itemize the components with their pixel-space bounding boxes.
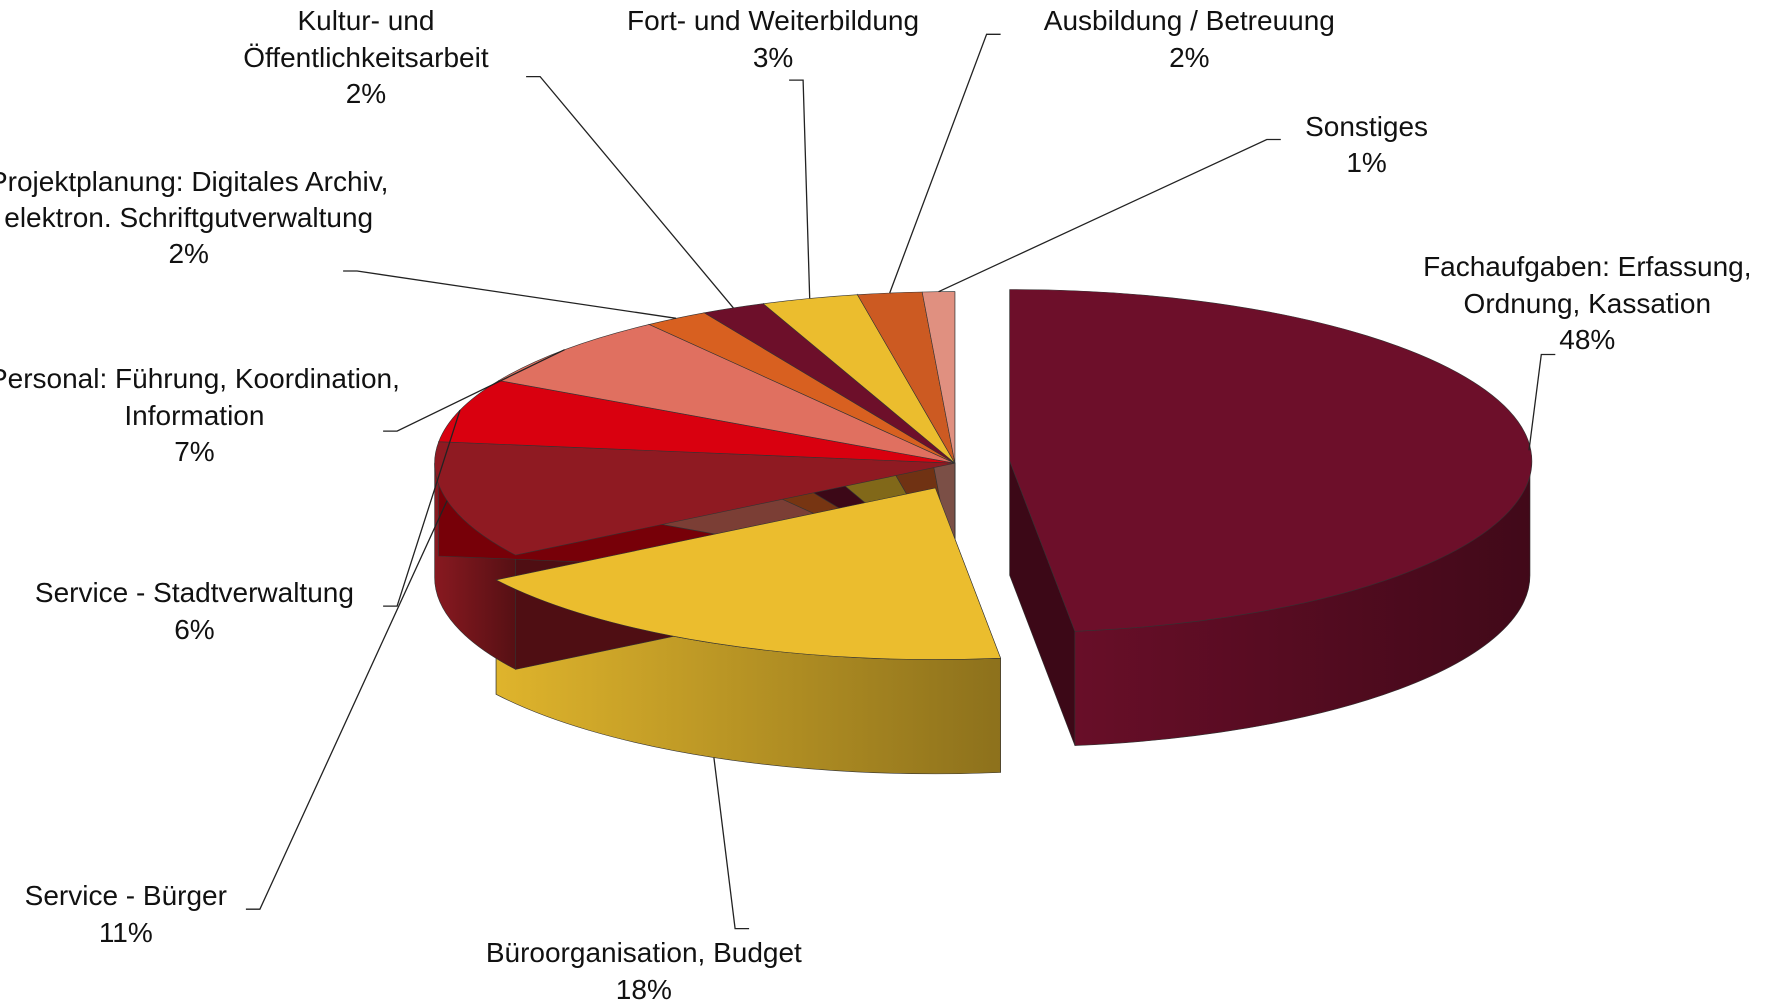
leader-line bbox=[245, 500, 448, 910]
label-value: 2% bbox=[345, 78, 387, 110]
leader-line bbox=[938, 138, 1281, 293]
label-name: Ausbildung / Betreuung bbox=[1043, 5, 1335, 37]
data-label: Personal: Führung, Koordination, Informa… bbox=[0, 361, 400, 470]
leader-line bbox=[343, 270, 677, 319]
leader-line bbox=[526, 75, 734, 309]
data-label: Fachaufgaben: Erfassung, Ordnung, Kassat… bbox=[1376, 249, 1784, 358]
label-name: Sonstiges bbox=[1305, 110, 1429, 142]
pie-tops bbox=[434, 289, 1533, 660]
data-label: Ausbildung / Betreuung 2% bbox=[995, 3, 1384, 76]
label-name: Kultur- und Öffentlichkeitsarbeit bbox=[243, 5, 489, 73]
label-name: Service - Bürger bbox=[24, 880, 227, 912]
slice bbox=[921, 291, 956, 464]
leader-lines bbox=[245, 33, 1556, 930]
leader-line bbox=[383, 349, 565, 432]
label-name: Fort- und Weiterbildung bbox=[627, 5, 920, 37]
label-value: 18% bbox=[615, 973, 672, 1002]
slice bbox=[434, 441, 955, 556]
data-label: Fort- und Weiterbildung 3% bbox=[584, 3, 961, 76]
label-name: Service - Stadtverwaltung bbox=[34, 577, 354, 609]
leader-line bbox=[789, 79, 811, 299]
label-value: 1% bbox=[1346, 147, 1387, 179]
data-label: Sonstiges 1% bbox=[1269, 109, 1463, 182]
label-value: 7% bbox=[174, 436, 215, 468]
slice bbox=[1009, 289, 1533, 632]
leader-line bbox=[889, 33, 1001, 294]
data-label: Service - Stadtverwaltung 6% bbox=[0, 575, 400, 648]
slice bbox=[498, 324, 956, 464]
label-value: 6% bbox=[174, 613, 215, 645]
label-value: 11% bbox=[98, 916, 153, 948]
label-name: Fachaufgaben: Erfassung, Ordnung, Kassat… bbox=[1423, 251, 1752, 319]
leader-line bbox=[1528, 353, 1556, 451]
data-label: Büroorganisation, Budget 18% bbox=[427, 935, 862, 1002]
leader-line bbox=[383, 409, 461, 607]
label-value: 2% bbox=[168, 238, 209, 270]
data-label: Projektplanung: Digitales Archiv, elektr… bbox=[0, 164, 389, 273]
label-value: 3% bbox=[752, 41, 794, 73]
label-value: 48% bbox=[1559, 324, 1616, 356]
label-name: Büroorganisation, Budget bbox=[485, 937, 802, 969]
data-label: Kultur- und Öffentlichkeitsarbeit 2% bbox=[194, 3, 537, 112]
label-value: 2% bbox=[1169, 41, 1210, 73]
slice bbox=[495, 487, 1002, 660]
label-name: Personal: Führung, Koordination, Informa… bbox=[0, 363, 400, 431]
data-label: Service - Bürger 11% bbox=[0, 878, 257, 951]
leader-line bbox=[713, 757, 750, 930]
label-name: Projektplanung: Digitales Archiv, elektr… bbox=[0, 165, 389, 233]
